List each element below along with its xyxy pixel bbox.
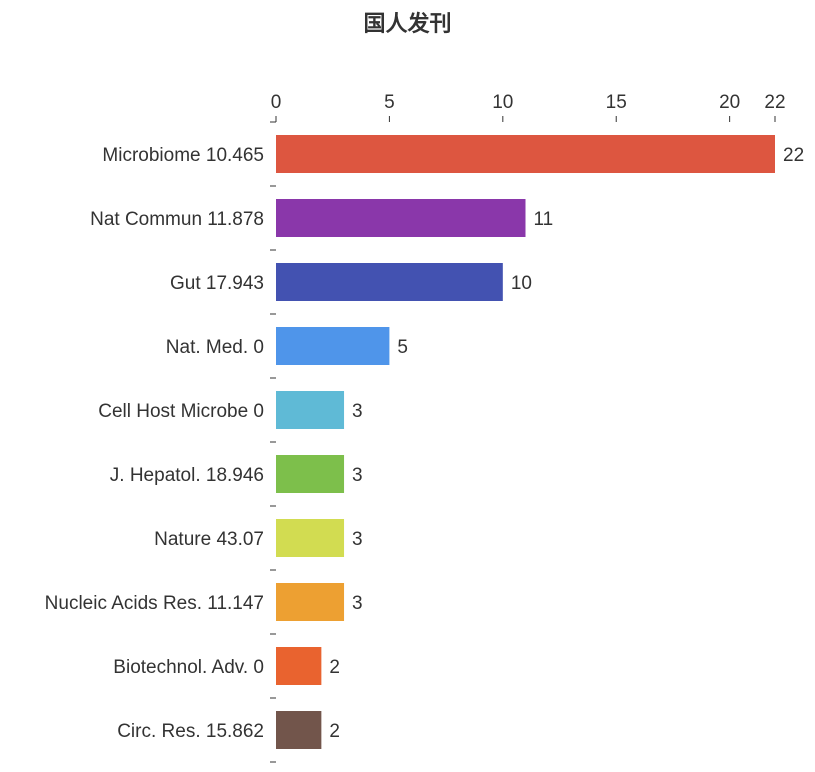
data-label: 3 [352,593,363,614]
category-label: Gut 17.943 [170,273,264,294]
category-label: Nat. Med. 0 [166,337,264,358]
bar [276,263,503,301]
category-label: Nucleic Acids Res. 11.147 [45,593,264,614]
bar [276,455,345,493]
x-tick-label: 0 [271,92,282,113]
x-tick-label: 20 [719,92,740,113]
bar [276,519,345,557]
x-axis: 0 5 10 15 20 22 [270,92,786,763]
category-label: Nature 43.07 [154,529,264,550]
bar [276,711,322,749]
bar [276,135,775,173]
category-label: Microbiome 10.465 [102,145,264,166]
bar [276,391,345,429]
bar [276,327,390,365]
data-label: 3 [352,529,363,550]
data-label: 2 [329,657,340,678]
x-tick-label: 22 [764,92,785,113]
category-label: Nat Commun 11.878 [90,209,264,230]
category-label: Biotechnol. Adv. 0 [113,657,264,678]
category-label: Cell Host Microbe 0 [98,401,264,422]
data-label: 2 [329,721,340,742]
x-tick-label: 5 [384,92,395,113]
category-label: J. Hepatol. 18.946 [110,465,264,486]
category-label: Circ. Res. 15.862 [117,721,264,742]
data-label: 3 [352,465,363,486]
x-tick-label: 15 [606,92,627,113]
data-label: 10 [511,273,532,294]
data-label: 3 [352,401,363,422]
chart-title: 国人发刊 [363,12,452,37]
bar [276,583,345,621]
data-label: 22 [783,145,804,166]
data-label: 11 [534,209,554,230]
bar [276,647,322,685]
bar [276,199,526,237]
x-tick-label: 10 [492,92,513,113]
data-label: 5 [397,337,408,358]
